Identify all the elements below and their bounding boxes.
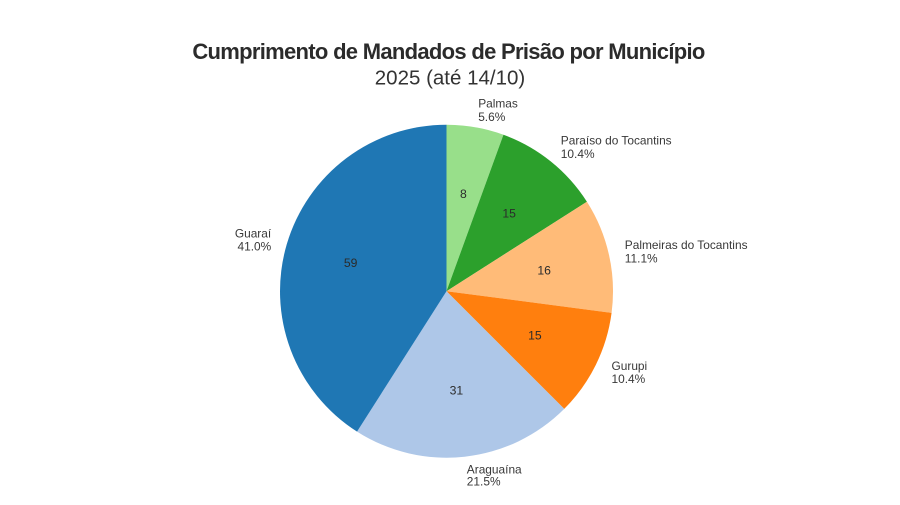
svg-text:15: 15 xyxy=(502,207,516,221)
svg-text:21.5%: 21.5% xyxy=(467,475,501,489)
svg-text:10.4%: 10.4% xyxy=(612,372,646,386)
svg-text:2025 (até 14/10): 2025 (até 14/10) xyxy=(375,67,525,90)
svg-text:16: 16 xyxy=(537,264,551,278)
svg-text:10.4%: 10.4% xyxy=(561,147,595,161)
svg-text:31: 31 xyxy=(450,384,464,398)
svg-text:41.0%: 41.0% xyxy=(237,240,271,254)
svg-text:8: 8 xyxy=(460,187,467,201)
svg-text:Palmas: Palmas xyxy=(478,97,518,111)
svg-text:Paraíso do Tocantins: Paraíso do Tocantins xyxy=(561,134,672,148)
svg-text:Cumprimento de Mandados de Pri: Cumprimento de Mandados de Prisão por Mu… xyxy=(192,39,705,64)
svg-text:Araguaína: Araguaína xyxy=(467,463,522,477)
svg-text:15: 15 xyxy=(528,329,542,343)
svg-text:Gurupi: Gurupi xyxy=(612,359,648,373)
svg-text:59: 59 xyxy=(344,256,358,270)
svg-text:11.1%: 11.1% xyxy=(625,251,658,265)
svg-text:Guaraí: Guaraí xyxy=(235,226,272,240)
svg-text:5.6%: 5.6% xyxy=(478,110,506,124)
svg-text:Palmeiras do Tocantins: Palmeiras do Tocantins xyxy=(625,238,748,252)
